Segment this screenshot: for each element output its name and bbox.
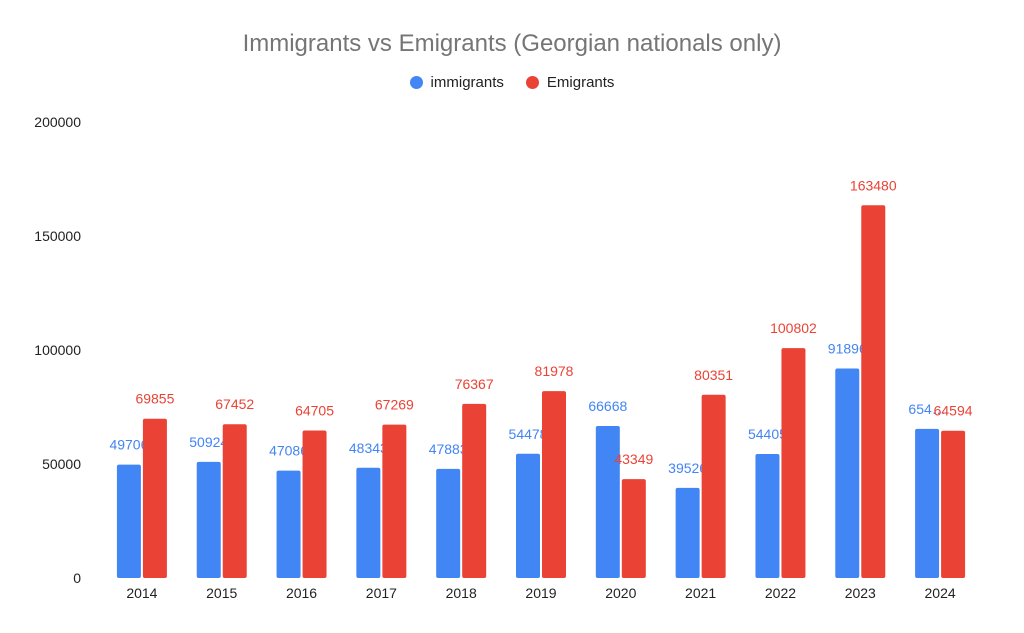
data-label-emigrants-2021: 80351	[694, 367, 733, 383]
x-tick-label: 2022	[765, 585, 796, 601]
x-tick-label: 2019	[525, 585, 556, 601]
bar-emigrants-2018	[462, 403, 487, 578]
bar-emigrants-2014	[142, 418, 167, 578]
y-tick-label: 150000	[34, 228, 81, 244]
data-label-emigrants-2024: 64594	[934, 403, 973, 419]
bar-emigrants-2024	[941, 430, 966, 578]
bar-emigrants-2019	[542, 391, 566, 578]
data-label-emigrants-2017: 67269	[375, 397, 414, 413]
data-label-immigrants-2021: 39526	[668, 460, 707, 476]
data-label-immigrants-2023: 91896	[828, 340, 867, 356]
data-label-immigrants-2016: 47086	[269, 443, 308, 459]
data-label-emigrants-2022: 100802	[770, 320, 817, 336]
legend: immigrants Emigrants	[0, 74, 1024, 91]
data-label-emigrants-2020: 43349	[614, 451, 653, 467]
data-label-emigrants-2014: 69855	[135, 391, 174, 407]
bar-immigrants-2020	[595, 425, 620, 578]
legend-label-emigrants: Emigrants	[546, 74, 615, 91]
chart-title: Immigrants vs Emigrants (Georgian nation…	[242, 30, 782, 57]
x-tick-label: 2018	[446, 585, 477, 601]
legend-label-immigrants: immigrants	[430, 74, 504, 91]
bar-immigrants-2014	[116, 464, 141, 578]
bar-emigrants-2016	[302, 430, 327, 578]
bar-immigrants-2019	[516, 453, 540, 578]
bar-emigrants-2017	[382, 424, 407, 578]
x-tick-label: 2015	[206, 585, 237, 601]
bar-immigrants-2017	[356, 467, 381, 578]
bar-emigrants-2021	[701, 394, 726, 578]
data-label-immigrants-2014: 49706	[109, 437, 148, 453]
x-tick-label: 2017	[366, 585, 397, 601]
y-tick-label: 100000	[34, 342, 81, 358]
data-label-emigrants-2015: 67452	[215, 396, 254, 412]
bar-immigrants-2024	[915, 428, 940, 578]
data-label-emigrants-2018: 76367	[455, 376, 494, 392]
x-tick-label: 2014	[126, 585, 157, 601]
data-label-immigrants-2015: 50924	[189, 434, 228, 450]
data-label-immigrants-2018: 47883	[429, 441, 468, 457]
bar-immigrants-2022	[755, 453, 780, 578]
data-label-immigrants-2017: 48343	[349, 440, 388, 456]
bar-immigrants-2016	[276, 470, 301, 578]
x-tick-label: 2023	[845, 585, 876, 601]
bar-immigrants-2023	[835, 368, 860, 578]
y-tick-label: 50000	[42, 456, 81, 472]
x-tick-label: 2016	[286, 585, 317, 601]
data-label-immigrants-2022: 54405	[748, 426, 787, 442]
x-tick-label: 2020	[605, 585, 636, 601]
x-tick-label: 2024	[925, 585, 956, 601]
legend-swatch-emigrants	[525, 76, 539, 89]
data-label-emigrants-2019: 81978	[535, 363, 574, 379]
bar-emigrants-2022	[781, 348, 806, 578]
legend-swatch-immigrants	[409, 76, 423, 89]
y-tick-label: 0	[73, 570, 81, 586]
bar-immigrants-2015	[196, 461, 221, 578]
bar-emigrants-2015	[222, 424, 247, 578]
bar-emigrants-2020	[621, 479, 646, 578]
legend-item-immigrants[interactable]: immigrants	[409, 74, 504, 91]
x-tick-label: 2021	[685, 585, 716, 601]
legend-item-emigrants[interactable]: Emigrants	[525, 74, 615, 91]
bar-emigrants-2023	[861, 205, 886, 578]
data-label-immigrants-2024: 654…	[908, 401, 945, 417]
data-label-emigrants-2016: 64705	[295, 402, 334, 418]
bar-immigrants-2018	[436, 468, 461, 578]
y-tick-label: 200000	[34, 114, 81, 130]
data-label-immigrants-2020: 66668	[588, 398, 627, 414]
data-label-immigrants-2019: 54478	[509, 426, 548, 442]
bar-immigrants-2021	[675, 487, 700, 578]
data-label-emigrants-2023: 163480	[850, 177, 897, 193]
